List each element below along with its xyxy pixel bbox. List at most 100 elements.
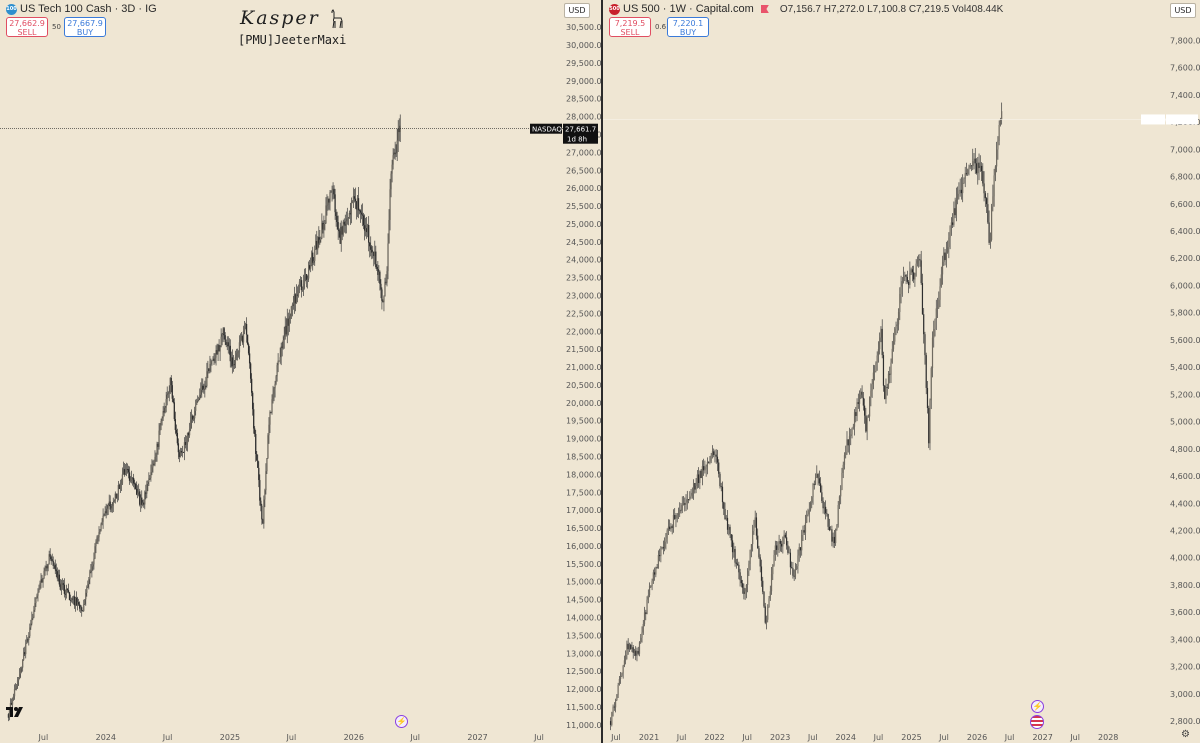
candle-body — [355, 201, 358, 210]
candle-body — [203, 388, 205, 390]
y-tick-label: 12,500.0 — [566, 667, 601, 676]
candle-body — [320, 238, 322, 240]
candle-body — [666, 530, 668, 539]
candle-body — [116, 493, 118, 499]
candle-body — [743, 587, 745, 594]
sell-price: 7,219.5 — [614, 19, 646, 28]
candle-body — [120, 483, 123, 485]
candle-body — [994, 166, 996, 176]
candle-body — [758, 548, 760, 558]
chart-panel-left[interactable]: 11,000.0 11,500.0 12,000.0 12,500.0 13,000.0… — [0, 0, 601, 743]
candle-body — [638, 642, 641, 654]
candle-body — [167, 393, 169, 395]
symbol-title[interactable]: US Tech 100 Cash · 3D · IG — [20, 3, 157, 15]
flag-icon[interactable] — [760, 5, 769, 13]
candle-body — [271, 399, 273, 413]
candle-body — [778, 541, 780, 549]
y-tick-label: 26,500.0 — [566, 166, 601, 175]
candle-body — [232, 364, 234, 367]
candle-body — [149, 477, 151, 479]
candle-body — [930, 368, 932, 401]
candle-body — [61, 583, 64, 585]
y-tick-label: 29,500.0 — [566, 59, 601, 68]
candle-body — [17, 678, 20, 681]
candle-body — [794, 569, 797, 577]
candle-body — [256, 453, 258, 461]
candle-body — [34, 603, 36, 610]
candle-body — [394, 152, 396, 155]
panel-divider[interactable] — [601, 0, 603, 743]
candle-body — [289, 316, 291, 319]
candle-body — [857, 402, 859, 404]
candle-body — [870, 390, 872, 397]
last-price-tag[interactable]: US500 7,219.5 — [1141, 114, 1198, 125]
candle-body — [723, 502, 725, 509]
candle-body — [45, 566, 47, 569]
candle-body — [909, 273, 911, 285]
buy-button[interactable]: 7,220.1 BUY — [667, 17, 709, 37]
candle-body — [847, 439, 849, 446]
candle-body — [336, 215, 338, 223]
buy-price: 27,667.9 — [67, 19, 103, 28]
price-chart-left[interactable]: 11,000.0 11,500.0 12,000.0 12,500.0 13,000.0… — [0, 0, 601, 743]
symbol-title[interactable]: US 500 · 1W · Capital.com — [623, 3, 754, 15]
candle-body — [307, 265, 310, 279]
buy-button[interactable]: 27,667.9 BUY — [64, 17, 106, 37]
sell-button[interactable]: 7,219.5 SELL — [609, 17, 651, 37]
y-tick-label: 23,000.0 — [566, 291, 601, 300]
currency-button[interactable]: USD — [564, 3, 590, 18]
spread-value: 0.6 — [655, 23, 667, 31]
buy-price: 7,220.1 — [672, 19, 704, 28]
us-flag-icon[interactable] — [1030, 715, 1044, 729]
candle-body — [325, 205, 327, 224]
gear-icon[interactable]: ⚙ — [1181, 729, 1190, 740]
candle-body — [168, 392, 170, 394]
candle-body — [739, 572, 741, 581]
sell-button[interactable]: 27,662.9 SELL — [6, 17, 48, 37]
candle-body — [648, 586, 651, 596]
candle-body — [252, 392, 254, 410]
candle-body — [916, 260, 919, 264]
lightning-icon[interactable]: ⚡ — [395, 715, 408, 728]
candle-body — [132, 477, 135, 484]
candle-body — [792, 568, 794, 576]
candle-body — [935, 308, 937, 320]
candle-body — [288, 318, 290, 326]
candle-body — [280, 346, 282, 358]
candle-body — [720, 486, 722, 487]
last-price-tag[interactable]: NASDAQ 27,661.7 1d 8h — [530, 123, 598, 144]
candle-body — [897, 312, 900, 325]
price-chart-right[interactable]: 2,800.0 3,000.0 3,200.0 3,400.0 3,600.0 3,800… — [603, 0, 1200, 743]
tag-symbol: NASDAQ — [532, 126, 562, 134]
candle-body — [952, 222, 954, 225]
candle-body — [633, 650, 636, 653]
candle-body — [985, 198, 988, 205]
candle-body — [955, 199, 957, 216]
candle-body — [880, 328, 882, 338]
tradingview-logo-icon[interactable] — [6, 706, 24, 720]
candle-body — [960, 189, 963, 194]
candle-body — [52, 560, 54, 566]
candle-body — [398, 129, 400, 133]
candle-body — [102, 515, 104, 522]
candle-body — [825, 506, 827, 514]
candle-body — [142, 502, 144, 505]
candle-body — [174, 419, 176, 430]
candle-body — [719, 473, 721, 487]
buy-label: BUY — [679, 28, 697, 37]
candle-body — [892, 341, 895, 349]
candle-body — [643, 612, 646, 624]
candle-body — [278, 360, 280, 362]
currency-button[interactable]: USD — [1170, 3, 1196, 18]
chart-panel-right[interactable]: 2,800.0 3,000.0 3,200.0 3,400.0 3,600.0 3,800… — [603, 0, 1200, 743]
candle-body — [137, 492, 139, 495]
candle-body — [202, 385, 204, 390]
y-tick-label: 13,000.0 — [566, 649, 601, 658]
candle-body — [910, 269, 912, 274]
y-tick-label: 21,000.0 — [566, 363, 601, 372]
candle-body — [103, 515, 105, 517]
candle-body — [160, 421, 162, 426]
lightning-icon[interactable]: ⚡ — [1031, 700, 1044, 713]
candle-body — [827, 514, 829, 527]
candle-body — [787, 545, 789, 553]
